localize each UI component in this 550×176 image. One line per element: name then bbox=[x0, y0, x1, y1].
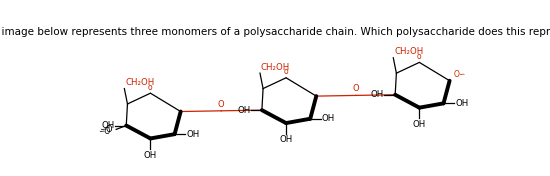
Text: OH: OH bbox=[322, 114, 335, 123]
Text: ∽O: ∽O bbox=[98, 125, 112, 134]
Text: OH: OH bbox=[237, 106, 250, 115]
Text: O: O bbox=[353, 84, 359, 93]
Text: OH: OH bbox=[144, 151, 157, 160]
Text: OH: OH bbox=[455, 99, 469, 108]
Text: CH₂OH: CH₂OH bbox=[125, 78, 155, 87]
Text: ∽O: ∽O bbox=[98, 127, 111, 136]
Text: The image below represents three monomers of a polysaccharide chain. Which polys: The image below represents three monomer… bbox=[0, 27, 550, 37]
Text: OH: OH bbox=[186, 130, 200, 139]
Text: o: o bbox=[284, 67, 288, 76]
Text: O: O bbox=[218, 99, 224, 109]
Text: o: o bbox=[148, 83, 153, 92]
Text: o: o bbox=[417, 52, 422, 61]
Text: OH: OH bbox=[412, 120, 426, 129]
Text: OH: OH bbox=[101, 121, 114, 130]
Text: OH: OH bbox=[279, 135, 293, 144]
Text: CH₂OH: CH₂OH bbox=[394, 47, 424, 56]
Text: OH: OH bbox=[370, 90, 383, 99]
Text: O∽: O∽ bbox=[453, 70, 466, 79]
Text: CH₂OH: CH₂OH bbox=[261, 63, 290, 72]
